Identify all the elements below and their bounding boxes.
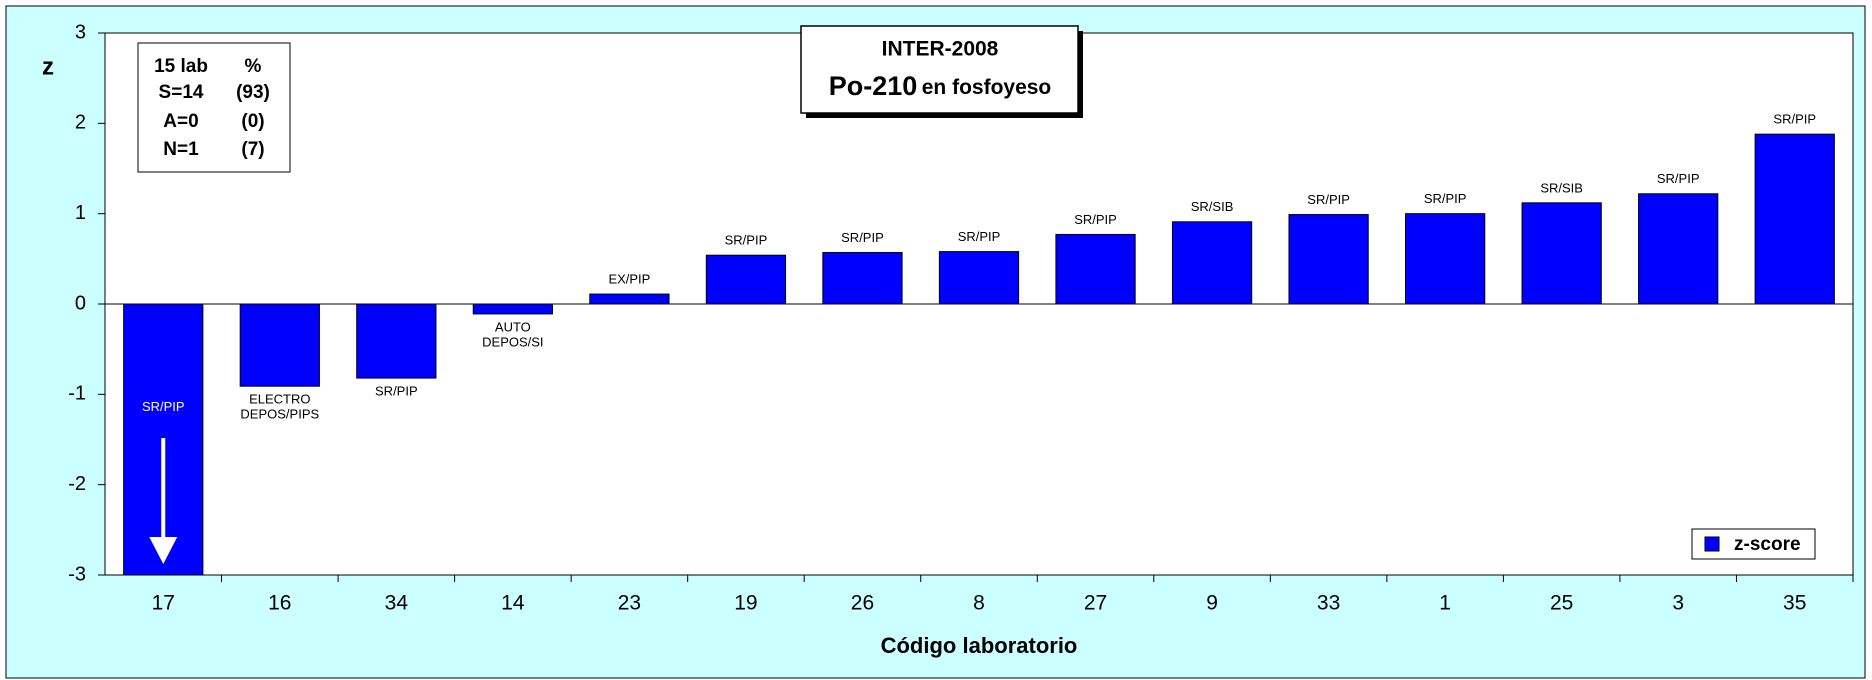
x-tick-label: 3 — [1672, 592, 1684, 615]
method-label: SR/PIP — [725, 233, 768, 248]
x-tick-label: 8 — [973, 592, 985, 615]
bar — [472, 303, 553, 315]
method-label: ELECTRO — [249, 392, 310, 407]
x-tick-label: 9 — [1206, 592, 1218, 615]
bar — [1171, 221, 1253, 305]
x-tick-label: 34 — [385, 592, 409, 615]
bar — [822, 252, 903, 305]
method-label: SR/PIP — [1307, 192, 1350, 207]
x-tick-label: 35 — [1783, 592, 1806, 615]
method-label: SR/PIP — [375, 384, 418, 399]
stats-cell: (93) — [236, 82, 270, 103]
bar — [705, 254, 787, 305]
bar — [1521, 202, 1602, 305]
method-label: DEPOS/SI — [482, 334, 543, 349]
method-label: SR/SIB — [1540, 180, 1583, 195]
bar — [1288, 214, 1369, 305]
x-tick-label: 16 — [268, 592, 291, 615]
chart-subtitle: Po-210 en fosfoyeso — [829, 71, 1052, 101]
y-tick-label: 2 — [75, 112, 86, 134]
bar — [1754, 133, 1835, 305]
method-label: SR/PIP — [1657, 171, 1700, 186]
bar — [1638, 193, 1719, 305]
legend-swatch — [1704, 536, 1720, 552]
subtitle-main: Po-210 — [829, 71, 918, 101]
x-tick-label: 17 — [152, 592, 175, 615]
stats-cell: A=0 — [163, 111, 198, 132]
method-label: SR/PIP — [1424, 191, 1467, 206]
bar — [239, 303, 320, 387]
method-label: SR/PIP — [841, 230, 884, 245]
x-tick-label: 25 — [1550, 592, 1573, 615]
method-label: SR/PIP — [1773, 112, 1816, 127]
x-tick-label: 27 — [1084, 592, 1107, 615]
subtitle-rest: en fosfoyeso — [922, 76, 1052, 99]
y-tick-label: 1 — [75, 202, 86, 224]
y-tick-label: 0 — [75, 292, 86, 314]
bar — [938, 251, 1020, 305]
method-label: SR/SIB — [1191, 199, 1234, 214]
title-box — [800, 25, 1079, 114]
bar — [356, 303, 437, 379]
method-label: EX/PIP — [608, 272, 650, 287]
method-label: DEPOS/PIPS — [240, 407, 319, 422]
bar — [1405, 213, 1486, 305]
x-axis-label: Código laboratorio — [881, 633, 1078, 658]
y-axis-label: z — [42, 53, 54, 80]
y-tick-label: 3 — [75, 21, 86, 43]
x-tick-label: 14 — [501, 592, 525, 615]
stats-cell: (0) — [241, 111, 264, 132]
x-tick-label: 26 — [851, 592, 874, 615]
x-tick-label: 23 — [618, 592, 641, 615]
x-tick-label: 33 — [1317, 592, 1340, 615]
bar — [1055, 233, 1136, 305]
method-label: AUTO — [495, 319, 531, 334]
stats-cell: % — [245, 56, 262, 77]
stats-cell: S=14 — [159, 82, 204, 103]
off-scale-arrowhead — [149, 537, 178, 564]
stats-box — [137, 42, 291, 173]
method-label: SR/PIP — [142, 399, 185, 414]
x-tick-label: 1 — [1439, 592, 1451, 615]
method-label: SR/PIP — [1074, 212, 1117, 227]
x-tick-label: 19 — [734, 592, 757, 615]
stats-cell: (7) — [241, 139, 264, 160]
y-tick-label: -3 — [68, 563, 86, 585]
stats-cell: N=1 — [163, 139, 199, 160]
method-label: SR/PIP — [958, 229, 1001, 244]
legend-label: z-score — [1734, 534, 1801, 555]
bar — [589, 293, 670, 305]
stats-cell: 15 lab — [154, 56, 208, 77]
y-tick-label: -1 — [68, 383, 86, 405]
y-tick-label: -2 — [68, 473, 86, 495]
chart-title: INTER-2008 — [882, 38, 999, 61]
